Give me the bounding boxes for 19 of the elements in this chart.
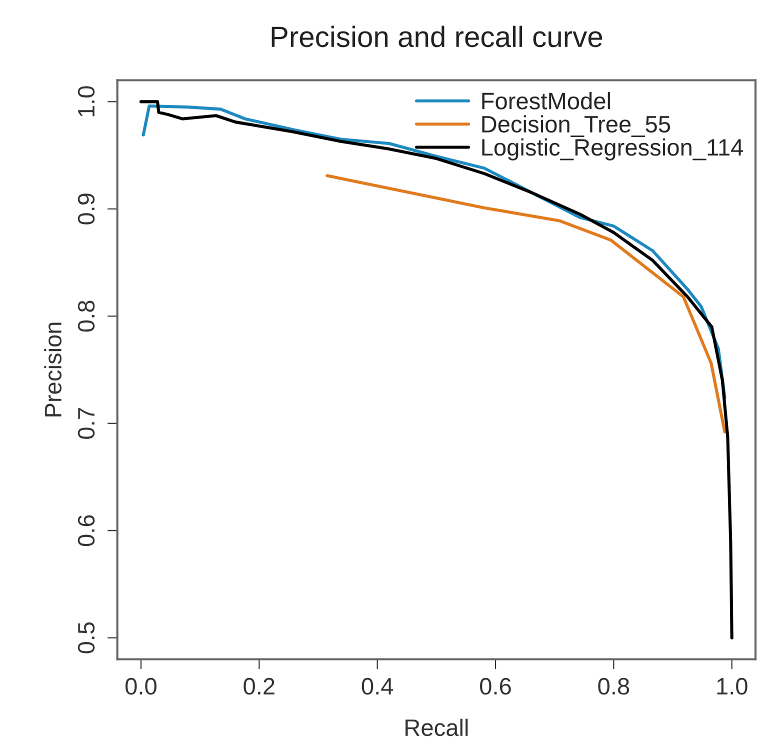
x-tick-label: 0.0 bbox=[126, 678, 156, 695]
legend-label: ForestModel bbox=[482, 92, 610, 110]
legend-label: Logistic_Regression_114 bbox=[482, 138, 744, 160]
line-series bbox=[326, 174, 726, 434]
x-tick-label: 1.0 bbox=[717, 678, 748, 695]
chart-title: Precision and recall curve bbox=[272, 26, 602, 48]
y-tick-label: 0.8 bbox=[78, 300, 95, 332]
x-tick-label: 0.2 bbox=[244, 678, 274, 695]
y-tick-label: 0.5 bbox=[78, 622, 95, 654]
y-tick-label: 0.9 bbox=[78, 194, 95, 224]
x-tick-label: 0.8 bbox=[598, 678, 630, 695]
x-axis-title: Recall bbox=[406, 718, 468, 736]
legend-label: Decision_Tree_55 bbox=[482, 115, 670, 138]
x-tick-label: 0.4 bbox=[362, 678, 394, 695]
y-tick-label: 1.0 bbox=[78, 86, 95, 116]
y-tick-label: 0.7 bbox=[78, 408, 95, 439]
y-tick-label: 0.6 bbox=[78, 515, 95, 546]
y-axis-title: Precision bbox=[44, 322, 62, 416]
x-tick-label: 0.6 bbox=[480, 678, 511, 695]
